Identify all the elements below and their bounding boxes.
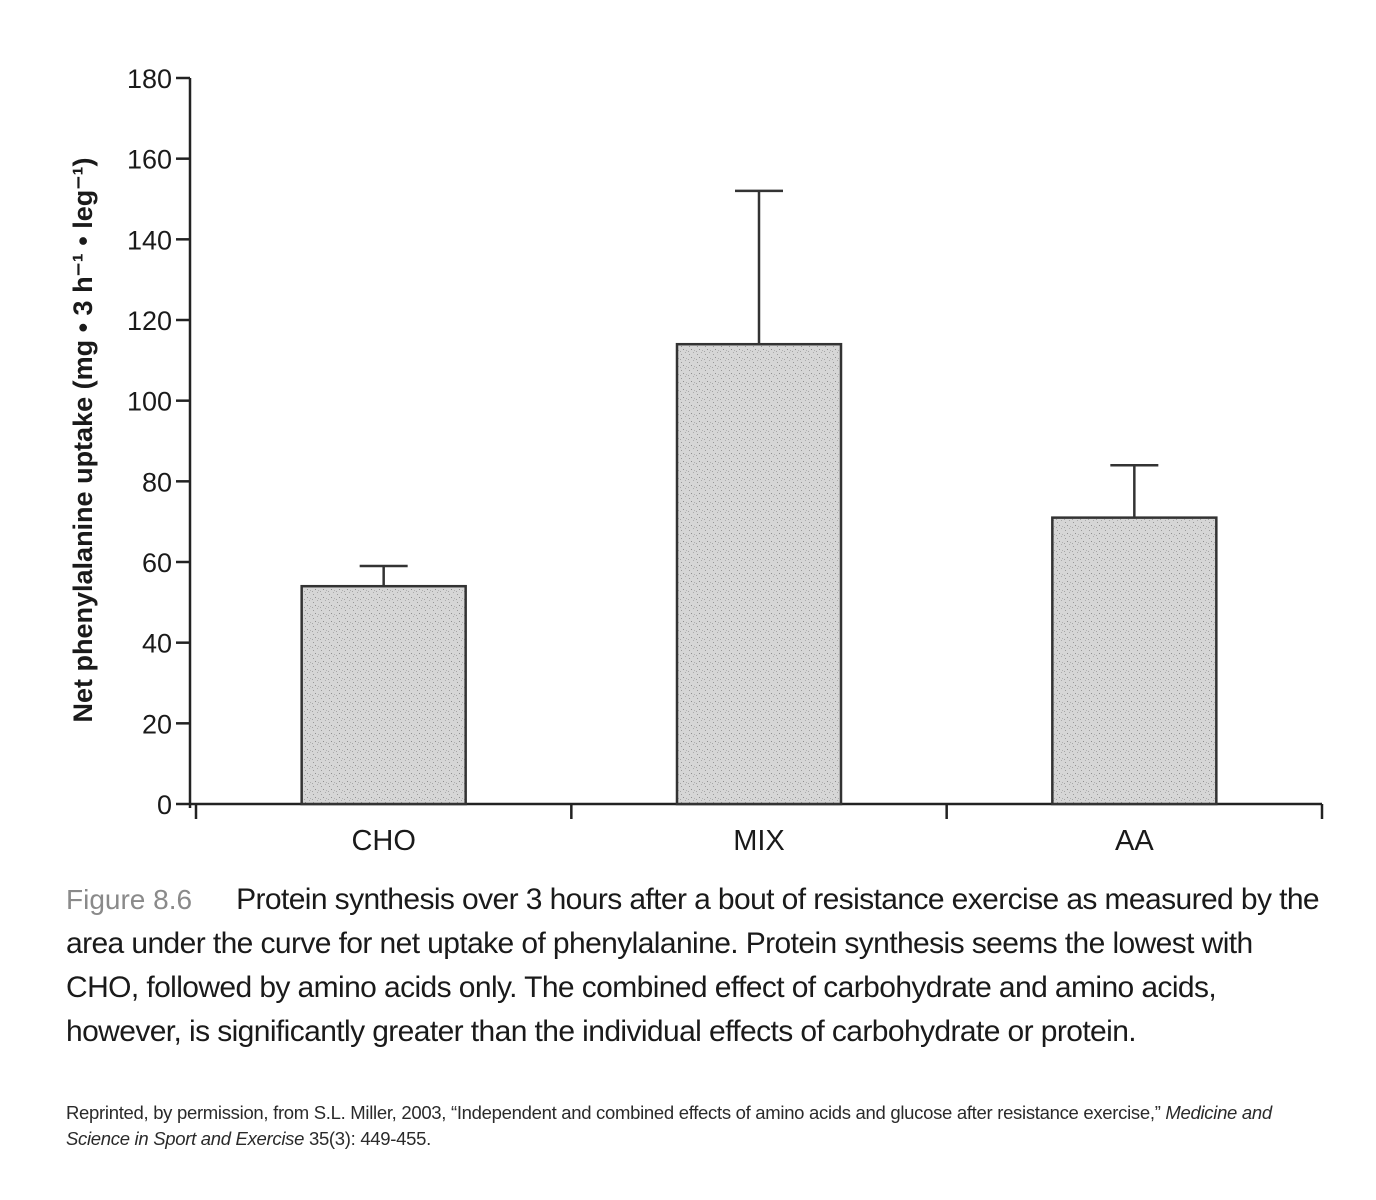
y-tick-label: 80	[142, 467, 172, 497]
credit-suffix: 35(3): 449-455.	[304, 1128, 431, 1149]
y-axis: 0 20 40 60 80 100 120 140 160 180	[127, 64, 192, 820]
y-tick-label: 120	[127, 306, 172, 336]
bar-mix	[675, 342, 843, 806]
x-category-label: CHO	[351, 825, 415, 857]
bar-aa	[1051, 516, 1218, 806]
x-axis: CHO MIX AA	[190, 802, 1324, 857]
x-category-label: AA	[1115, 825, 1154, 857]
y-tick-label: 100	[127, 387, 172, 417]
x-category-label: MIX	[733, 825, 785, 857]
source-credit: Reprinted, by permission, from S.L. Mill…	[66, 1100, 1336, 1152]
y-tick-label: 40	[142, 629, 172, 659]
y-tick-label: 160	[127, 145, 172, 175]
bar-chart: 0 20 40 60 80 100 120 140 160 180 CHO MIX AA Net ph…	[68, 64, 1324, 857]
y-tick-label: 180	[127, 64, 172, 94]
y-axis-label: Net phenylalanine uptake (mg • 3 h⁻¹ • l…	[68, 158, 98, 723]
y-tick-label: 60	[142, 548, 172, 578]
credit-prefix: Reprinted, by permission, from S.L. Mill…	[66, 1102, 1166, 1123]
bar-cho	[300, 584, 467, 806]
credit-journal: Medicine and Science in Sport and Exerci…	[66, 1102, 1272, 1149]
bars	[300, 189, 1218, 806]
figure-caption: Figure 8.6 Protein synthesis over 3 hours…	[66, 878, 1328, 1054]
y-tick-label: 0	[157, 790, 172, 820]
y-tick-label: 140	[127, 225, 172, 255]
figure-number: Figure 8.6	[66, 884, 193, 915]
y-tick-label: 20	[142, 709, 172, 739]
caption-text: Protein synthesis over 3 hours after a b…	[66, 883, 1320, 1048]
